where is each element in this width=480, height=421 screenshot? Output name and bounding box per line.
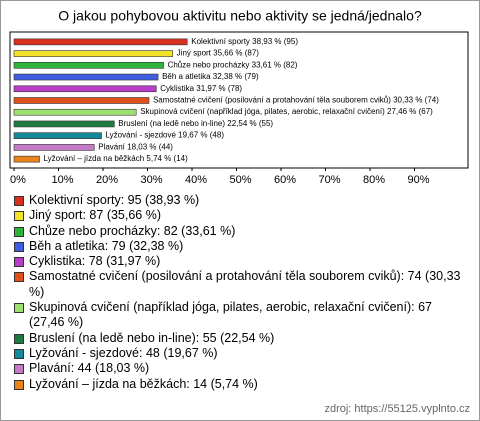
legend-item: Skupinová cvičení (například jóga, pilat… — [12, 300, 468, 331]
legend-item: Chůze nebo procházky: 82 (33,61 %) — [12, 224, 468, 239]
x-tick-label: 40% — [185, 174, 207, 186]
bar-label: Chůze nebo procházky 33,61 % (82) — [168, 60, 298, 69]
bar — [13, 62, 164, 69]
bar — [13, 132, 102, 139]
legend-label: Kolektivní sporty: 95 (38,93 %) — [29, 193, 200, 207]
bar-label-value: 35,66 % (87) — [213, 49, 259, 58]
legend-label: Cyklistika: 78 (31,97 %) — [29, 254, 161, 269]
legend-swatch — [14, 379, 24, 390]
bar-label-value: 18,03 % (44) — [127, 143, 173, 152]
x-tick-label: 80% — [363, 174, 385, 186]
bar-label: Plavání 18,03 % (44) — [98, 143, 173, 152]
legend-item: Cyklistika: 78 (31,97 %) — [12, 254, 468, 269]
legend-label: Skupinová cvičení (například jóga, pilat… — [29, 300, 432, 330]
legend-label: Lyžování - sjezdové: 48 (19,67 %) — [29, 345, 218, 360]
bar — [13, 85, 157, 93]
bar-label: Bruslení (na ledě nebo in-line) 22,54 % … — [118, 119, 273, 128]
bar-label: Skupinová cvičení (například jóga, pilat… — [140, 107, 433, 116]
legend-item: Kolektivní sporty: 95 (38,93 %) — [12, 193, 468, 208]
bar-label-name: Lyžování – jízda na běžkách — [44, 154, 145, 163]
bar-label-value: 22,54 % (55) — [227, 119, 273, 128]
legend-swatch — [14, 272, 24, 283]
x-tick-label: 30% — [140, 174, 162, 186]
bar — [13, 50, 173, 57]
x-tick-label: 0% — [10, 174, 26, 186]
legend-swatch — [14, 211, 24, 222]
x-tick-label: 60% — [274, 174, 296, 186]
bar-label: Kolektivní sporty 38,93 % (95) — [191, 37, 298, 46]
bar-label-name: Plavání — [98, 143, 125, 152]
bar — [13, 155, 40, 163]
bar-label-value: 31,97 % (78) — [196, 84, 242, 93]
legend-label: Samostatné cvičení (posilování a protaho… — [29, 269, 461, 299]
bar — [13, 144, 95, 151]
legend-item: Lyžování – jízda na běžkách: 14 (5,74 %) — [12, 377, 468, 392]
bar-label-name: Skupinová cvičení (například jóga, pilat… — [140, 107, 385, 116]
legend-label: Bruslení (na ledě nebo in-line): 55 (22,… — [29, 330, 275, 345]
bar-label-name: Samostatné cvičení (posilování a protaho… — [153, 96, 391, 105]
legend-item: Bruslení (na ledě nebo in-line): 55 (22,… — [12, 331, 468, 346]
bar-label-name: Lyžování - sjezdové — [106, 131, 177, 140]
bar-label: Lyžování – jízda na běžkách 5,74 % (14) — [44, 154, 189, 163]
source: zdroj: https://55125.vyplnto.cz — [324, 403, 470, 415]
bar — [13, 97, 150, 104]
legend-label: Lyžování – jízda na běžkách: 14 (5,74 %) — [29, 376, 258, 391]
bar-label-value: 30,33 % (74) — [393, 96, 439, 105]
bar — [13, 120, 115, 128]
bar-label: Běh a atletika 32,38 % (79) — [162, 72, 259, 81]
bar-label-name: Běh a atletika — [162, 72, 211, 81]
bar-label: Samostatné cvičení (posilování a protaho… — [153, 96, 439, 105]
bar-label-value: 32,38 % (79) — [213, 72, 259, 81]
bar-label-value: 33,61 % (82) — [252, 60, 298, 69]
legend-swatch — [14, 364, 24, 375]
bar-label-value: 38,93 % (95) — [252, 37, 298, 46]
legend-item: Jiný sport: 87 (35,66 %) — [12, 208, 468, 223]
x-tick-label: 70% — [318, 174, 340, 186]
x-tick-label: 20% — [96, 174, 118, 186]
bar — [13, 73, 159, 81]
bar-label: Lyžování - sjezdové 19,67 % (48) — [106, 131, 225, 140]
bar-label-name: Bruslení (na ledě nebo in-line) — [118, 119, 225, 128]
legend-item: Samostatné cvičení (posilování a protaho… — [12, 269, 468, 300]
legend-swatch — [14, 196, 24, 206]
bar-label-name: Cyklistika — [160, 84, 194, 93]
x-tick-label: 10% — [51, 174, 73, 186]
bar-label-name: Jiný sport — [177, 49, 212, 58]
bar-label-value: 5,74 % (14) — [146, 154, 188, 163]
bar — [13, 108, 137, 116]
bar-label-value: 19,67 % (48) — [178, 131, 224, 140]
bar — [13, 38, 188, 46]
bar-label-name: Chůze nebo procházky — [168, 60, 250, 69]
legend-swatch — [14, 348, 24, 359]
bar-label-value: 27,46 % (67) — [387, 107, 433, 116]
bar-label: Cyklistika 31,97 % (78) — [160, 84, 242, 93]
legend-swatch — [14, 333, 24, 344]
legend-swatch — [14, 241, 24, 252]
legend-label: Plavání: 44 (18,03 %) — [29, 361, 150, 376]
legend-label: Chůze nebo procházky: 82 (33,61 %) — [29, 223, 236, 238]
legend-item: Plavání: 44 (18,03 %) — [12, 361, 468, 376]
x-tick-label: 50% — [229, 174, 251, 186]
legend-swatch — [14, 257, 24, 268]
legend: Kolektivní sporty: 95 (38,93 %) Jiný spor… — [12, 193, 468, 392]
legend-label: Běh a atletika: 79 (32,38 %) — [29, 238, 184, 253]
chart-title: O jakou pohybovou aktivitu nebo aktivity… — [58, 8, 422, 24]
legend-item: Lyžování - sjezdové: 48 (19,67 %) — [12, 346, 468, 361]
legend-swatch — [14, 226, 24, 237]
legend-label: Jiný sport: 87 (35,66 %) — [29, 208, 162, 223]
legend-item: Běh a atletika: 79 (32,38 %) — [12, 239, 468, 254]
bar-label: Jiný sport 35,66 % (87) — [177, 49, 260, 58]
legend-swatch — [14, 303, 24, 314]
x-tick-label: 90% — [407, 174, 429, 186]
bar-label-name: Kolektivní sporty — [191, 37, 250, 46]
plot-frame — [9, 31, 469, 169]
